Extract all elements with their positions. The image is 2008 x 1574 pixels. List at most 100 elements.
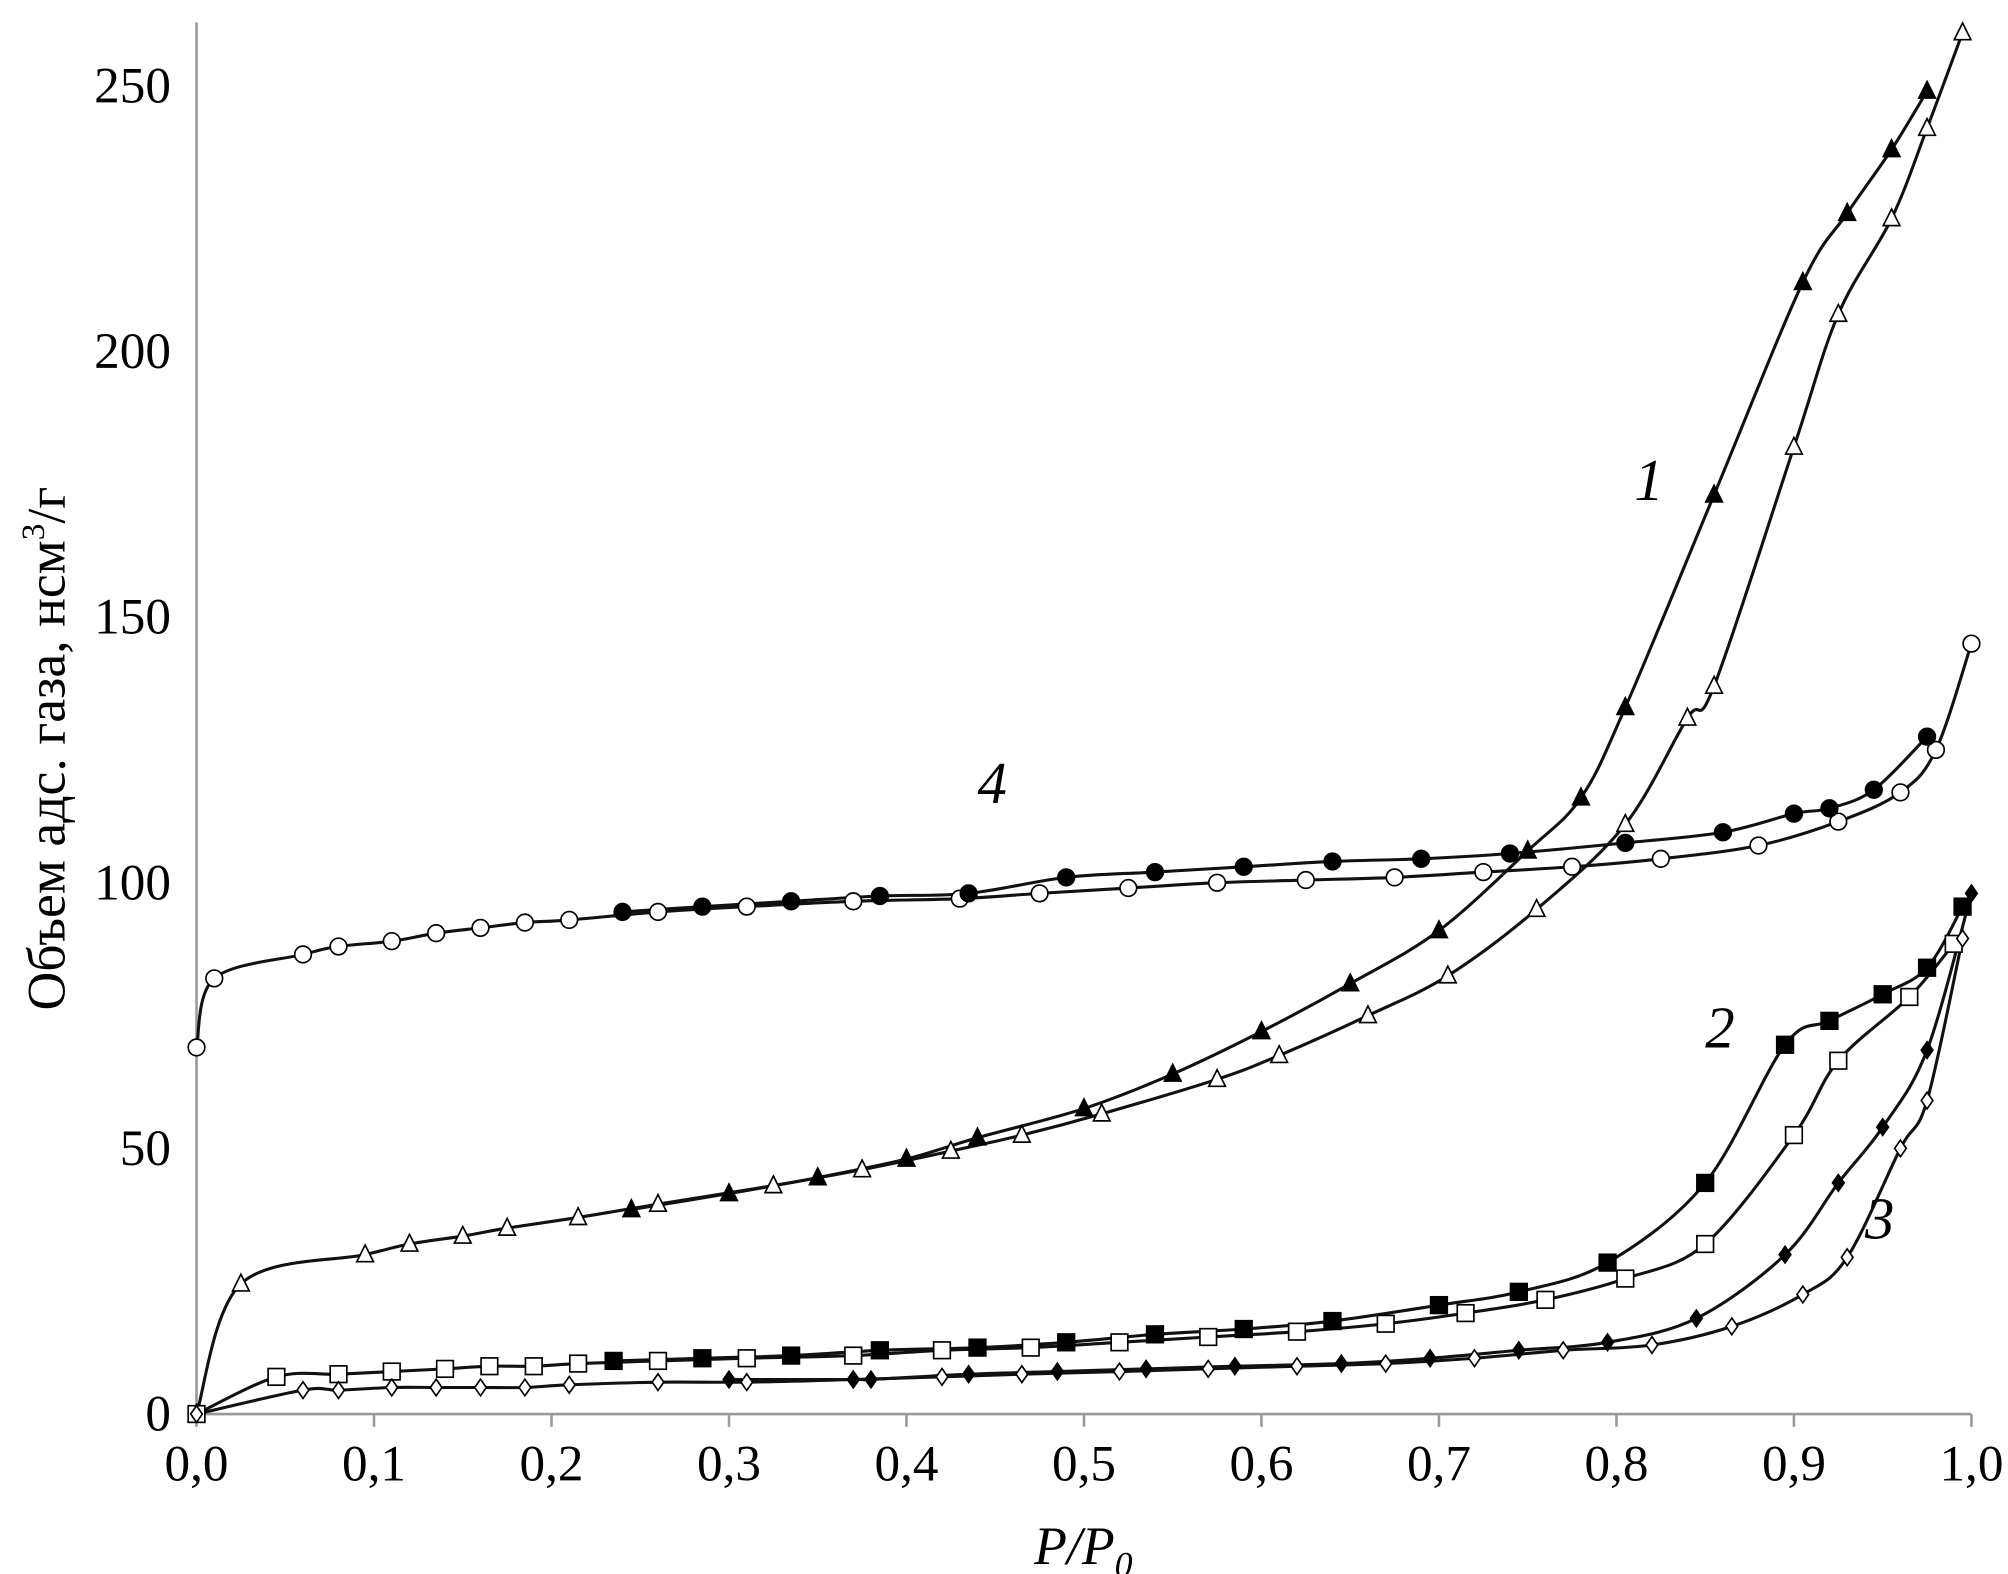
x-tick-label: 0,5	[1052, 1436, 1116, 1493]
data-point-diamond	[1201, 1359, 1216, 1379]
data-point-diamond	[1955, 928, 1970, 949]
data-point-diamond	[1423, 1348, 1437, 1369]
data-point-circle	[781, 892, 801, 911]
data-point-triangle	[1615, 812, 1635, 833]
data-point-circle	[1323, 852, 1342, 871]
y-tick-label: 150	[94, 589, 171, 646]
data-point-triangle	[941, 1139, 961, 1159]
data-point-square	[1953, 897, 1972, 916]
data-point-diamond	[1112, 1361, 1127, 1382]
data-point-circle	[613, 902, 632, 922]
data-point-diamond	[1893, 1138, 1908, 1159]
data-point-circle	[1385, 868, 1404, 887]
data-point-diamond	[864, 1369, 878, 1390]
data-point-diamond	[1645, 1335, 1659, 1355]
data-point-triangle	[1704, 483, 1724, 503]
data-point-square	[1323, 1311, 1342, 1331]
y-tick-label: 100	[94, 854, 171, 911]
data-point-square	[1917, 958, 1937, 977]
data-point-diamond	[429, 1377, 443, 1398]
data-point-triangle	[1881, 207, 1902, 227]
data-point-triangle	[852, 1158, 872, 1178]
x-tick-label: 0,6	[1229, 1436, 1293, 1493]
data-point-square	[932, 1341, 952, 1360]
data-point-diamond	[296, 1380, 310, 1400]
data-point-square	[1376, 1314, 1395, 1333]
data-point-circle	[515, 913, 535, 932]
y-axis-label: Объем адс. газа, нсм3/г	[15, 487, 76, 1011]
data-point-square	[267, 1367, 286, 1386]
labels: 1 4 2 3	[977, 448, 1894, 1252]
data-point-square	[1784, 1125, 1804, 1145]
data-point-diamond	[384, 1377, 399, 1398]
data-point-diamond	[722, 1369, 736, 1390]
data-point-triangle	[231, 1272, 251, 1292]
x-axis-label: P/P0	[1033, 1516, 1133, 1574]
data-point-triangle	[1526, 897, 1547, 918]
data-point-triangle	[1438, 964, 1458, 984]
data-point-circle	[1207, 873, 1227, 892]
data-point-diamond	[1556, 1340, 1571, 1361]
data-point-triangle	[1163, 1062, 1183, 1082]
data-point-circle	[870, 886, 890, 906]
data-point-triangle	[1571, 786, 1591, 806]
data-point-diamond	[1795, 1284, 1810, 1305]
data-point-circle	[426, 924, 446, 943]
data-point-triangle	[763, 1174, 784, 1194]
data-point-square	[1829, 1051, 1848, 1070]
data-point-diamond	[1600, 1332, 1615, 1353]
data-point-circle	[382, 932, 401, 951]
data-point-square	[604, 1351, 623, 1371]
x-tick-label: 0,0	[165, 1436, 229, 1493]
data-point-circle	[1713, 823, 1733, 842]
x-tick-label: 0,3	[697, 1436, 761, 1493]
data-point-triangle	[1518, 839, 1538, 859]
data-point-diamond	[935, 1367, 949, 1387]
data-point-diamond	[1920, 1040, 1934, 1060]
x-tick-label: 0,2	[520, 1436, 584, 1493]
data-point-circle	[1057, 868, 1076, 887]
data-point-triangle	[621, 1198, 642, 1218]
data-point-triangle	[1881, 138, 1902, 158]
data-point-circle	[959, 884, 978, 903]
data-point-square	[1696, 1234, 1715, 1254]
data-point-diamond	[1050, 1361, 1065, 1382]
data-point-triangle	[1074, 1097, 1094, 1117]
data-point-circle	[293, 945, 313, 964]
data-point-triangle	[1917, 79, 1937, 99]
data-point-triangle	[1429, 919, 1449, 939]
data-point-diamond	[846, 1369, 861, 1390]
data-point-diamond	[1840, 1247, 1855, 1268]
data-point-square	[1536, 1290, 1555, 1309]
data-point-square	[1616, 1269, 1635, 1288]
data-point-square	[435, 1359, 455, 1379]
data-point-triangle	[719, 1182, 739, 1202]
data-point-square	[1873, 985, 1892, 1004]
data-point-square	[1775, 1035, 1795, 1054]
data-point-square	[1021, 1338, 1040, 1357]
data-point-triangle	[568, 1205, 588, 1226]
data-point-triangle	[1837, 201, 1857, 222]
data-point-triangle	[1704, 674, 1724, 695]
data-point-triangle	[355, 1243, 375, 1263]
data-point-circle	[1891, 783, 1910, 802]
data-point-circle	[560, 910, 579, 930]
data-point-square	[480, 1357, 499, 1376]
data-point-circle	[1749, 836, 1768, 855]
curve-label: 4	[977, 751, 1006, 816]
data-point-diamond	[1511, 1340, 1526, 1361]
data-point-diamond	[1290, 1356, 1304, 1376]
data-point-triangle	[497, 1216, 517, 1236]
x-tick-label: 0,7	[1407, 1436, 1471, 1493]
x-tick-label: 0,8	[1584, 1436, 1648, 1493]
data-point-circle	[1500, 844, 1520, 863]
data-point-diamond	[1778, 1244, 1792, 1265]
data-point-square	[737, 1349, 756, 1368]
data-point-square	[844, 1346, 863, 1365]
series-line	[613, 905, 1964, 1363]
series-line	[195, 32, 1964, 1415]
data-point-diamond	[1875, 1117, 1890, 1137]
data-point-circle	[1234, 857, 1253, 876]
data-point-diamond	[1467, 1348, 1482, 1369]
